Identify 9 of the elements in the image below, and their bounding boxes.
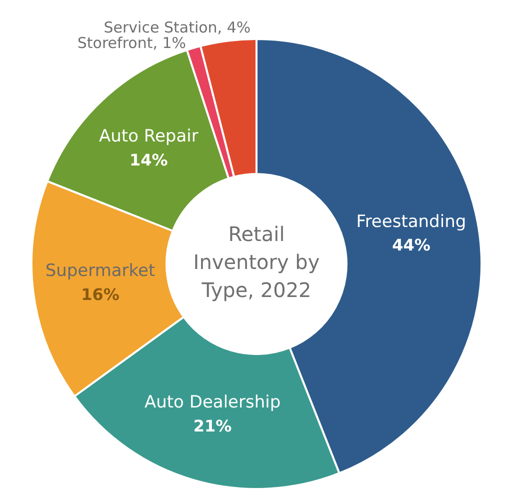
data-label: 16%	[81, 284, 120, 304]
slice-label: Supermarket	[45, 261, 156, 282]
text: Retail Inventory by Type, 2022	[193, 222, 320, 302]
slice-label: Auto Repair	[99, 126, 198, 147]
slice-label: Auto Dealership	[144, 392, 281, 413]
data-label: 44%	[392, 236, 430, 255]
slice-label: Freestanding	[356, 212, 466, 232]
data-label: 21%	[193, 416, 232, 436]
data-label: 14%	[130, 150, 168, 170]
